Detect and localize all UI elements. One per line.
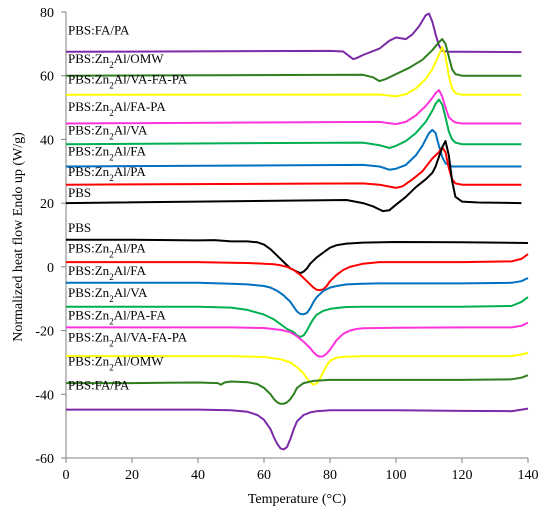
series-line (65, 89, 522, 126)
y-tick-label: 60 (40, 70, 54, 85)
y-tick-label: -20 (35, 325, 54, 340)
axes: 0 20 40 60 80 100 120 140 80 60 40 20 0 -20 -40 -60 (35, 6, 538, 483)
x-tick-label: 100 (386, 468, 407, 483)
curve-label: PBS:Zn2Al/PA (68, 241, 146, 260)
x-axis-title: Temperature (°C) (248, 492, 347, 507)
y-axis-title: Normalized heat flow Endo up (W/g) (11, 132, 26, 342)
curve-label: PBS:Zn2Al/VA (68, 285, 148, 304)
series-line (65, 98, 522, 149)
curve-label: PBS:Zn2Al/OMW (68, 51, 164, 70)
y-tick-label: -60 (35, 452, 54, 467)
series-line (65, 128, 522, 171)
curve-label: PBS:Zn2Al/FA (68, 263, 147, 282)
series-line (65, 146, 522, 189)
x-tick-label: 0 (63, 468, 70, 483)
y-tick-label: -40 (35, 388, 54, 403)
x-tick-label: 60 (257, 468, 271, 483)
series-line (65, 46, 522, 98)
y-tick-label: 40 (40, 133, 54, 148)
x-tick-label: 140 (518, 468, 539, 483)
y-tick-label: 80 (40, 6, 54, 21)
series-line (65, 38, 522, 83)
series-line (66, 253, 529, 292)
series-line (66, 296, 529, 338)
curve-label: PBS:FA/PA (68, 22, 130, 37)
curve-label: PBS:Zn2Al/OMW (68, 354, 164, 373)
curve-label: PBS:Zn2Al/PA-FA (68, 307, 166, 326)
series-line (66, 374, 529, 405)
x-tick-label: 80 (323, 468, 337, 483)
curve-label: PBS (68, 220, 91, 235)
y-tick-label: 0 (47, 261, 54, 276)
x-tick-label: 120 (452, 468, 473, 483)
curve-label: PBS:Zn2Al/FA (68, 143, 147, 162)
x-tick-label: 20 (125, 468, 139, 483)
curve-label: PBS (68, 185, 91, 200)
series-line (66, 407, 529, 451)
series-line (66, 277, 529, 316)
curve-labels: PBS:FA/PA PBS:Zn2Al/OMW PBS:Zn2Al/VA-FA-PA… (68, 22, 188, 392)
series-layer (65, 12, 529, 451)
curve-label: PBS:Zn2Al/PA (68, 164, 146, 183)
series-line (66, 321, 529, 358)
x-tick-label: 40 (191, 468, 205, 483)
curve-label: PBS:Zn2Al/VA-FA-PA (68, 72, 188, 91)
curve-label: PBS:Zn2Al/VA-FA-PA (68, 330, 188, 349)
series-line (66, 351, 529, 386)
curve-label: PBS:Zn2Al/FA-PA (68, 99, 166, 118)
series-line (65, 140, 522, 213)
y-tick-label: 20 (40, 197, 54, 212)
curve-label: PBS:Zn2Al/VA (68, 123, 148, 142)
curve-label: PBS:FA/PA (68, 378, 130, 393)
